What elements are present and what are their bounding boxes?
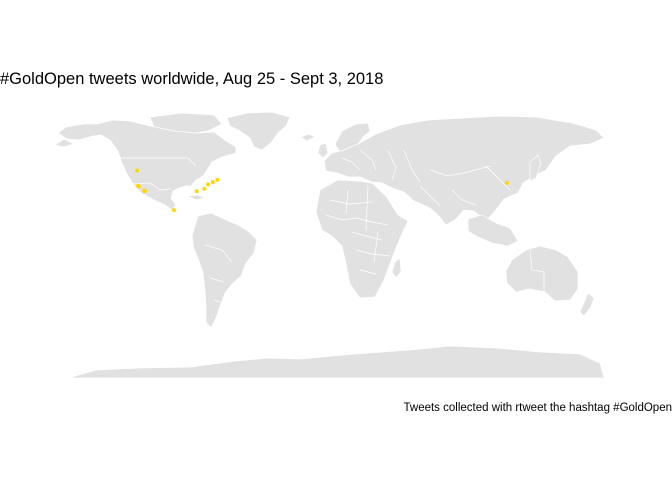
land-layer	[54, 111, 605, 379]
tweet-point	[206, 182, 211, 187]
australia	[505, 245, 579, 302]
british-isles	[317, 142, 329, 159]
new-zealand	[579, 292, 595, 317]
tweet-point	[504, 181, 509, 185]
tweet-point	[142, 189, 147, 194]
alaska-peninsula	[54, 138, 75, 148]
antarctica	[67, 345, 605, 379]
africa	[315, 179, 409, 299]
north-america	[57, 119, 237, 211]
iceland	[300, 133, 316, 142]
tweet-point	[134, 168, 139, 173]
south-america	[191, 212, 258, 329]
japan	[529, 154, 542, 182]
eurasia	[323, 115, 605, 226]
tweet-point	[194, 189, 199, 194]
map-title: #GoldOpen tweets worldwide, Aug 25 - Sep…	[0, 70, 384, 88]
greenland	[226, 111, 291, 151]
tweet-point	[215, 177, 220, 182]
tweet-point	[202, 186, 207, 191]
tweet-point	[210, 180, 215, 184]
country-borders	[111, 149, 545, 303]
tweet-point	[136, 184, 141, 189]
tweet-point	[172, 208, 176, 213]
madagascar	[391, 257, 402, 279]
tweet-points	[134, 168, 509, 213]
southeast-asia-islands	[467, 214, 519, 247]
map-caption: Tweets collected with rtweet the hashtag…	[403, 402, 672, 414]
caribbean	[187, 194, 206, 201]
